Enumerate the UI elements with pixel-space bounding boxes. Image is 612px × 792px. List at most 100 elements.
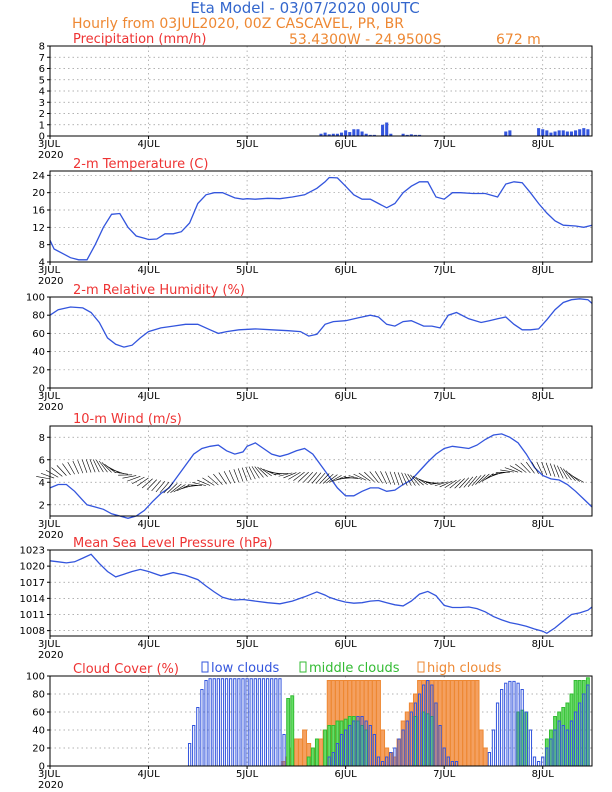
cloud-bar-middle-clouds xyxy=(310,747,315,767)
wind-arrow xyxy=(307,472,318,484)
wind-arrow xyxy=(180,484,194,490)
y-tick-label: 20 xyxy=(32,188,45,199)
wind-arrow xyxy=(127,476,141,482)
wind-arrow xyxy=(509,465,523,473)
wind-arrow xyxy=(245,466,252,481)
wind-arrow xyxy=(251,466,260,479)
x-tick-label: 4JUL xyxy=(137,265,160,276)
precip-bar xyxy=(561,130,565,136)
cloud-bar-low-clouds xyxy=(192,725,196,767)
x-tick-label: 5JUL xyxy=(236,139,259,150)
cloud-bar-high-clouds xyxy=(458,680,464,767)
wind-arrow xyxy=(319,473,330,484)
wind-arrow xyxy=(311,472,322,484)
y-tick-label: 40 xyxy=(32,726,45,737)
wind-arrow xyxy=(92,459,100,473)
cloud-bar-low-clouds xyxy=(233,678,237,767)
wind-arrow xyxy=(397,472,404,486)
wind-arrow xyxy=(110,468,125,474)
cloud-bar-low-clouds xyxy=(265,678,270,767)
cloud-bar-low-clouds xyxy=(229,678,233,767)
wind-arrow xyxy=(62,463,71,476)
panel-title: Precipitation (mm/h) xyxy=(73,32,206,47)
y-tick-label: 1017 xyxy=(20,578,45,589)
wind-line xyxy=(49,433,593,519)
wind-arrow xyxy=(385,471,392,485)
precip-bar xyxy=(352,129,356,136)
y-tick-label: 1023 xyxy=(20,546,45,557)
wind-arrow xyxy=(159,481,170,493)
wind-arrow xyxy=(166,483,178,494)
wind-arrow xyxy=(380,471,387,484)
x-tick-label: 7JUL xyxy=(433,519,456,530)
wind-arrow xyxy=(358,472,371,482)
x-tick-label: 4JUL xyxy=(137,519,160,530)
cloud-bar-low-clouds xyxy=(491,729,496,767)
precip-bar xyxy=(401,133,405,136)
wind-arrow xyxy=(187,484,202,486)
precip-bar xyxy=(319,133,323,136)
precip-bar xyxy=(537,128,541,136)
legend-label: middle clouds xyxy=(309,661,400,676)
wind-arrow xyxy=(56,465,67,476)
x-year-label: 2020 xyxy=(38,530,63,541)
cloud-bar-high-clouds xyxy=(470,680,476,767)
cloud-bar-high-clouds xyxy=(380,729,386,767)
x-tick-label: 3JUL xyxy=(38,519,61,530)
cloud-bar-high-clouds xyxy=(462,680,468,767)
wind-arrow xyxy=(254,466,264,478)
plot-frame xyxy=(49,296,593,389)
y-tick-label: 2 xyxy=(39,500,45,511)
wind-arrow xyxy=(107,466,120,474)
cloud-bar-low-clouds xyxy=(187,743,192,767)
cloud-bar-high-clouds xyxy=(445,680,451,767)
cloud-bar-high-clouds xyxy=(449,680,455,767)
cloud-bar-low-clouds xyxy=(487,752,491,767)
y-tick-label: 6 xyxy=(39,455,45,466)
x-tick-label: 3JUL xyxy=(38,391,61,402)
cloud-bar-middle-clouds xyxy=(290,695,295,767)
cloud-bar-low-clouds xyxy=(208,678,212,767)
y-tick-label: 0 xyxy=(39,762,45,773)
plot-frame xyxy=(49,425,593,517)
wind-arrow xyxy=(430,482,445,485)
wind-arrow xyxy=(401,472,408,486)
wind-arrow xyxy=(131,476,145,484)
x-year-label: 2020 xyxy=(38,402,63,413)
wind-arrow xyxy=(353,473,367,481)
cloud-bar-high-clouds xyxy=(376,680,381,767)
x-tick-label: 6JUL xyxy=(335,391,358,402)
y-tick-label: 12 xyxy=(32,223,45,234)
x-tick-label: 8JUL xyxy=(532,139,555,150)
y-tick-label: 80 xyxy=(32,311,45,322)
cloud-bar-low-clouds xyxy=(274,678,278,767)
wind-arrow xyxy=(278,472,293,477)
wind-arrow xyxy=(504,467,519,473)
y-tick-label: 1011 xyxy=(20,610,45,621)
y-tick-label: 80 xyxy=(32,690,45,701)
wind-arrow xyxy=(449,479,461,489)
wind-arrow xyxy=(77,460,84,474)
y-tick-label: 3 xyxy=(39,98,45,109)
x-tick-label: 7JUL xyxy=(433,265,456,276)
wind-arrow xyxy=(136,477,149,487)
cloud-bar-high-clouds xyxy=(474,680,480,767)
x-tick-label: 3JUL xyxy=(38,265,61,276)
wind-arrow xyxy=(404,473,412,486)
wind-arrow xyxy=(197,479,211,486)
wind-arrow xyxy=(541,462,548,476)
wind-arrow xyxy=(326,474,338,484)
precip-bar xyxy=(335,133,339,136)
wind-arrow xyxy=(223,471,231,484)
x-tick-label: 4JUL xyxy=(137,769,160,780)
wind-arrow xyxy=(260,467,272,477)
y-tick-label: 1020 xyxy=(20,562,45,573)
wind-arrow xyxy=(348,475,363,480)
wind-arrow xyxy=(536,461,543,475)
precip-bar xyxy=(344,130,348,136)
wind-arrow xyxy=(89,459,96,473)
cloud-bar-low-clouds xyxy=(270,678,274,767)
cloud-bar-low-clouds xyxy=(241,678,245,767)
wind-arrow xyxy=(344,476,358,479)
